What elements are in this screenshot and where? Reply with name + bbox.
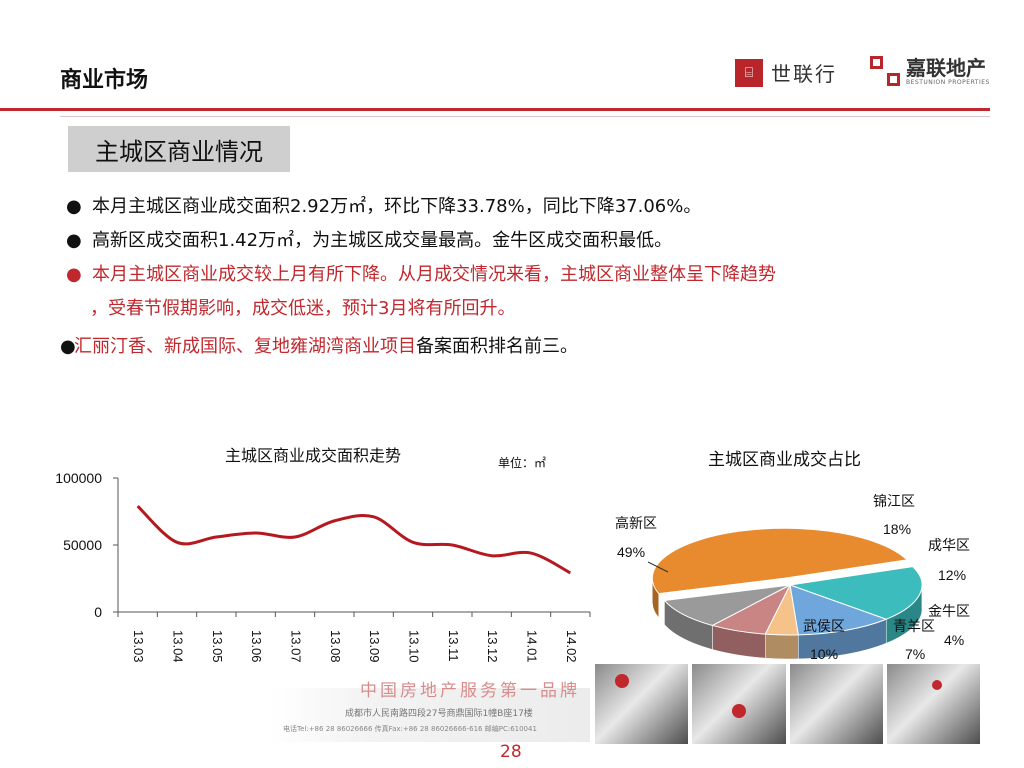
series-line: [136, 505, 572, 575]
header-divider: [0, 108, 990, 111]
pie-slice-value: 10%: [810, 646, 838, 662]
x-tick-label: 13.08: [328, 630, 343, 663]
footer-photo: [692, 664, 786, 744]
pie-slice: [651, 527, 909, 595]
pie-chart-title: 主城区商业成交占比: [708, 450, 861, 470]
section-title: 主城区商业情况: [68, 126, 290, 172]
pie-slice: [663, 584, 791, 626]
pie-slice-label: 青羊区: [893, 618, 935, 634]
y-tick-label: 100000: [55, 470, 102, 486]
footer-slogan: 中国房地产服务第一品牌: [360, 681, 580, 701]
pie-slice-side: [765, 633, 799, 660]
bullet-item: ● 本月主城区商业成交较上月有所下降。从月成交情况来看，主城区商业整体呈下降趋势: [66, 264, 776, 285]
bullet-text: 本月主城区商业成交面积2.92万㎡，环比下降33.78%，同比下降37.06%。: [92, 196, 702, 217]
pie-slice-value: 18%: [883, 521, 911, 537]
pie-slice-value: 12%: [938, 567, 966, 583]
logo-left-name: 世联行: [771, 62, 837, 86]
footer-contact: 电话Tel:+86 28 86026666 传真Fax:+86 28 86026…: [283, 725, 537, 733]
bullet-red-text: 汇丽汀香、新成国际、复地雍湖湾商业项目: [74, 336, 416, 357]
pie-slice-value: 4%: [944, 632, 964, 648]
line-chart-unit: 单位：㎡: [498, 456, 547, 470]
bullet-continuation: ，受春节假期影响，成交低迷，预计3月将有所回升。: [90, 298, 516, 319]
line-chart-title: 主城区商业成交面积走势: [225, 446, 402, 465]
pie-slice-label: 金牛区: [928, 603, 970, 619]
x-tick-label: 13.09: [367, 630, 382, 663]
shilianhang-logo: ⌸ 世联行: [735, 58, 837, 87]
pie-slice-label: 成华区: [928, 537, 970, 553]
x-tick-label: 13.03: [131, 630, 146, 663]
pie-slice-label: 高新区: [615, 515, 657, 531]
pie-slice: [789, 566, 923, 620]
bullet-item: ● 高新区成交面积1.42万㎡，为主城区成交量最高。金牛区成交面积最低。: [66, 230, 673, 251]
pie-leader-line: [647, 561, 669, 573]
bullet-text: 高新区成交面积1.42万㎡，为主城区成交量最高。金牛区成交面积最低。: [92, 230, 673, 251]
x-tick-label: 13.10: [407, 630, 422, 663]
jialian-logo: 嘉联地产 BESTUNION PROPERTIES: [870, 56, 990, 86]
bullet-list: ● 本月主城区商业成交面积2.92万㎡，环比下降33.78%，同比下降37.06%…: [60, 190, 980, 364]
x-tick-label: 14.02: [564, 630, 579, 663]
bullet-text: 备案面积排名前三。: [416, 336, 578, 357]
page-title: 商业市场: [60, 68, 149, 93]
y-tick-label: 0: [94, 604, 102, 620]
footer-address: 成都市人民南路四段27号商鼎国际1幢B座17楼: [345, 709, 533, 719]
logo-right-en: BESTUNION PROPERTIES: [906, 78, 990, 86]
x-tick-label: 14.01: [525, 630, 540, 663]
logo-right-cn: 嘉联地产: [906, 55, 986, 80]
pie-slice-label: 武侯区: [803, 618, 845, 634]
y-tick-label: 50000: [63, 537, 102, 553]
logo-mark-icon: [870, 56, 900, 86]
x-tick-label: 13.06: [249, 630, 264, 663]
bullet-text: 本月主城区商业成交较上月有所下降。从月成交情况来看，主城区商业整体呈下降趋势: [92, 264, 776, 285]
footer-photo: [789, 664, 883, 744]
pie-slice: [789, 584, 888, 636]
bullet-item: ● 本月主城区商业成交面积2.92万㎡，环比下降33.78%，同比下降37.06%…: [66, 196, 702, 217]
logo-seal-icon: ⌸: [735, 58, 763, 87]
bullet-item: ● 汇丽汀香、新成国际、复地雍湖湾商业项目备案面积排名前三。: [60, 336, 578, 357]
footer-photo-strip: [595, 664, 980, 744]
footer-photo: [595, 664, 689, 744]
pie-slice-value: 7%: [905, 646, 925, 662]
page-number: 28: [500, 742, 522, 762]
header-divider-thin: [60, 116, 990, 117]
pie-slice-value: 49%: [617, 544, 645, 560]
x-tick-label: 13.04: [171, 630, 186, 663]
pie-slice-label: 锦江区: [873, 493, 915, 509]
x-tick-label: 13.12: [485, 630, 500, 663]
x-tick-label: 13.05: [210, 630, 225, 663]
footer-photo: [886, 664, 980, 744]
x-tick-label: 13.07: [289, 630, 304, 663]
x-tick-label: 13.11: [446, 630, 461, 662]
